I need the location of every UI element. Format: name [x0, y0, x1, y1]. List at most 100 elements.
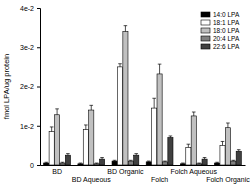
x-tick-label: BD Organic	[107, 168, 144, 176]
error-bar	[197, 163, 201, 165]
x-tick-label: BD Aqueous	[72, 176, 111, 184]
error-bar	[215, 162, 219, 164]
x-tick-label: BD	[52, 168, 62, 175]
error-cap	[79, 163, 83, 164]
x-axis-line	[41, 165, 246, 166]
error-cap	[152, 98, 156, 99]
legend-entry: 18:1 LPA	[201, 19, 240, 26]
chart: 0 1e-2 2e-2 3e-2 4e-2 BD BD AqueousBD Organic F…	[0, 0, 251, 189]
y-tick-label: 2e-2	[20, 83, 34, 90]
y-tick-label: 1e-2	[20, 122, 34, 129]
error-bar	[158, 64, 162, 74]
error-cap	[187, 144, 191, 145]
error-cap	[215, 162, 219, 163]
bar	[236, 151, 241, 165]
error-bar	[221, 141, 225, 145]
error-bar	[44, 162, 48, 164]
error-cap	[197, 163, 201, 164]
y-tick: 0	[30, 162, 40, 169]
error-bar	[169, 136, 173, 138]
bar	[146, 162, 151, 165]
error-bar	[61, 162, 65, 164]
legend-entry: 20:4 LPA	[201, 35, 240, 42]
error-bar	[124, 26, 128, 32]
bar	[225, 128, 230, 165]
error-bar	[192, 112, 196, 116]
legend-label: 22:6 LPA	[213, 43, 240, 50]
legend-swatch	[201, 44, 210, 49]
error-bar	[163, 161, 167, 163]
error-cap	[203, 157, 207, 158]
x-tick: BD Organic	[107, 165, 144, 176]
error-bar	[89, 105, 93, 110]
error-cap	[237, 149, 241, 150]
x-tick-label: Folch Aqueous	[171, 168, 218, 176]
error-cap	[95, 163, 99, 164]
bar	[215, 163, 220, 165]
error-bar	[118, 64, 122, 67]
error-cap	[221, 141, 225, 142]
error-line	[154, 98, 155, 108]
error-cap	[66, 153, 70, 154]
error-bar	[95, 163, 99, 165]
y-tick-mark	[37, 8, 40, 9]
error-bar	[84, 125, 88, 130]
error-cap	[44, 162, 48, 163]
y-tick-mark	[37, 126, 40, 127]
x-tick: Folch	[151, 165, 168, 183]
error-bar	[66, 154, 70, 156]
legend-label: 14:0 LPA	[213, 11, 240, 18]
bar	[157, 74, 162, 165]
bars	[44, 26, 242, 165]
y-tick-mark	[37, 165, 40, 166]
y-tick: 4e-2	[20, 5, 40, 12]
legend-swatch	[201, 36, 210, 41]
error-line	[222, 141, 223, 145]
error-bar	[181, 163, 185, 165]
legend-swatch	[201, 20, 210, 25]
bar	[117, 67, 122, 165]
y-tick: 1e-2	[20, 122, 40, 129]
error-line	[85, 125, 86, 130]
error-bar	[129, 160, 133, 162]
error-cap	[61, 162, 65, 163]
error-bar	[187, 144, 191, 147]
y-axis-line	[37, 9, 41, 166]
error-bar	[152, 98, 156, 108]
y-tick: 2e-2	[20, 83, 40, 90]
bar	[94, 164, 99, 165]
bar	[231, 161, 236, 165]
error-bar	[203, 158, 207, 160]
bar	[83, 130, 88, 165]
bar	[197, 164, 202, 165]
y-tick-mark	[37, 47, 40, 48]
bar	[60, 163, 65, 165]
legend-entry: 22:6 LPA	[201, 43, 240, 50]
error-cap	[129, 160, 133, 161]
error-bar	[134, 154, 138, 156]
legend: 14:0 LPA18:1 LPA18:0 LPA20:4 LPA22:6 LPA	[201, 11, 240, 50]
error-bar	[147, 161, 151, 163]
legend-entry: 14:0 LPA	[201, 11, 240, 18]
legend-label: 20:4 LPA	[213, 35, 240, 42]
y-tick: 3e-2	[20, 44, 40, 51]
error-line	[51, 127, 52, 132]
error-line	[57, 109, 58, 115]
error-bar	[232, 160, 236, 162]
x-tick: BD Aqueous	[72, 165, 111, 184]
error-cap	[192, 112, 196, 113]
bar	[128, 161, 133, 165]
error-cap	[163, 161, 167, 162]
error-line	[188, 144, 189, 147]
error-bar	[237, 150, 241, 152]
error-cap	[124, 25, 128, 26]
error-cap	[118, 63, 122, 64]
legend-entry: 18:0 LPA	[201, 27, 240, 34]
error-line	[193, 112, 194, 116]
bar	[191, 116, 196, 165]
legend-swatch	[201, 12, 210, 17]
x-tick: Folch Aqueous	[171, 165, 218, 176]
x-tick: Folch Organic	[206, 165, 250, 184]
x-tick-label: Folch	[151, 176, 168, 183]
bar	[134, 155, 139, 165]
